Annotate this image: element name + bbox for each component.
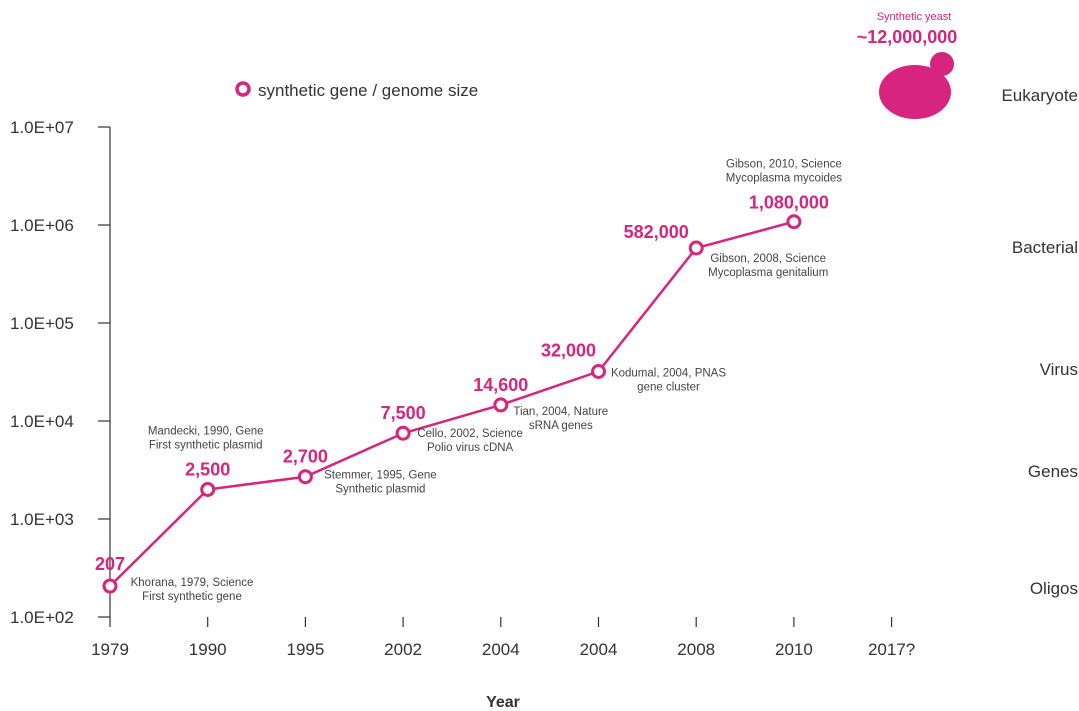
point-annotation: Gibson, 2010, Science [726, 159, 842, 171]
x-tick-label: 2004 [482, 640, 520, 659]
x-axis-title: Year [486, 694, 520, 711]
point-annotation: First synthetic plasmid [149, 439, 263, 451]
point-annotation: Tian, 2004, Nature [513, 406, 608, 418]
data-label: 14,600 [473, 375, 528, 395]
data-point [297, 469, 313, 485]
data-point [395, 425, 411, 441]
point-annotation: gene cluster [637, 381, 700, 393]
point-annotation: Synthetic plasmid [335, 484, 425, 496]
x-tick-label: 2002 [384, 640, 422, 659]
data-label: 32,000 [541, 340, 596, 360]
x-tick-label: 1979 [91, 640, 129, 659]
x-tick-label: 2004 [580, 640, 618, 659]
data-label: 1,080,000 [749, 193, 829, 213]
data-point [786, 214, 802, 230]
circle-marker-icon [235, 81, 251, 97]
yeast-cell-icon [879, 52, 954, 119]
point-annotation: Kodumal, 2004, PNAS [611, 367, 726, 379]
series-line [109, 220, 795, 587]
point-annotation: Cello, 2002, Science [417, 428, 522, 440]
class-label: Bacterial [1012, 238, 1078, 257]
point-annotation: Stemmer, 1995, Gene [324, 470, 437, 482]
yeast-value: ~12,000,000 [857, 27, 958, 47]
point-annotation: Gibson, 2008, Science [710, 253, 826, 265]
y-tick-label: 1.0E+05 [10, 314, 74, 333]
point-annotation: sRNA genes [529, 420, 593, 432]
class-label: Oligos [1030, 579, 1078, 598]
point-annotation: Mandecki, 1990, Gene [148, 425, 264, 437]
x-tick-label: 2010 [775, 640, 813, 659]
y-tick-label: 1.0E+07 [10, 118, 74, 137]
point-annotation: Mycoplasma mycoides [726, 173, 843, 185]
point-annotation: First synthetic gene [142, 591, 242, 603]
y-tick-label: 1.0E+06 [10, 216, 74, 235]
data-label: 582,000 [624, 222, 689, 242]
class-label: Virus [1040, 360, 1078, 379]
data-point [493, 397, 509, 413]
class-label: Eukaryote [1001, 86, 1078, 105]
point-annotation: Mycoplasma genitalium [708, 267, 828, 279]
y-tick-label: 1.0E+03 [10, 510, 74, 529]
point-annotation: Polio virus cDNA [427, 442, 514, 454]
data-point [688, 240, 704, 256]
y-tick-label: 1.0E+02 [10, 608, 74, 627]
x-tick-label: 1990 [189, 640, 227, 659]
legend-label: synthetic gene / genome size [258, 81, 478, 100]
class-label: Genes [1028, 462, 1078, 481]
data-label: 2,500 [185, 459, 230, 479]
x-tick-label: 2017? [868, 640, 915, 659]
data-label: 7,500 [381, 403, 426, 423]
data-point [102, 578, 118, 594]
x-tick-label: 1995 [286, 640, 324, 659]
yeast-caption: Synthetic yeast [877, 11, 952, 23]
data-label: 207 [95, 554, 125, 574]
data-point [200, 481, 216, 497]
data-point [591, 363, 606, 379]
y-tick-label: 1.0E+04 [10, 412, 74, 431]
data-label: 2,700 [283, 447, 328, 467]
point-annotation: Khorana, 1979, Science [131, 577, 254, 589]
x-tick-label: 2008 [677, 640, 715, 659]
